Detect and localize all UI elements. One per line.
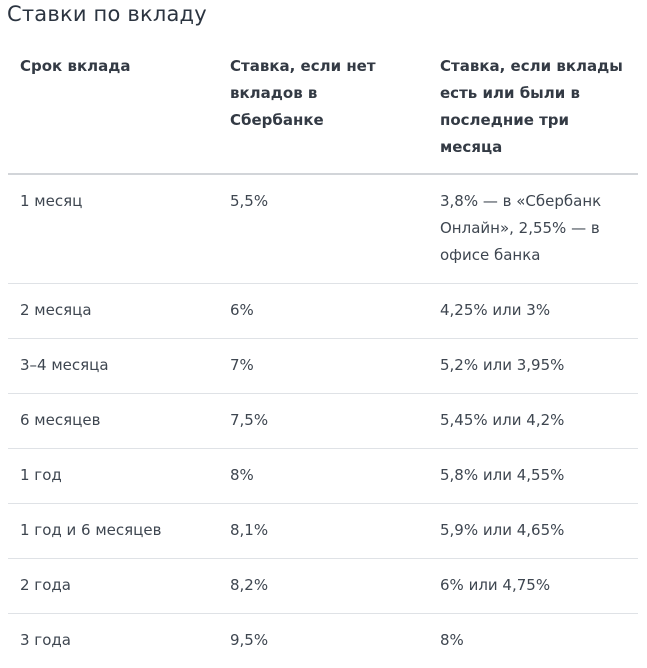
cell-rate-with-deposits: 8%: [428, 614, 638, 668]
cell-term: 1 год: [8, 449, 218, 504]
cell-rate-with-deposits: 4,25% или 3%: [428, 284, 638, 339]
deposit-rates-table: Срок вклада Ставка, если нет вкладов в С…: [8, 40, 638, 668]
cell-rate-with-deposits: 5,8% или 4,55%: [428, 449, 638, 504]
cell-rate-no-deposits: 5,5%: [218, 174, 428, 284]
cell-rate-no-deposits: 7%: [218, 339, 428, 394]
cell-rate-no-deposits: 9,5%: [218, 614, 428, 668]
header-rate-with-deposits: Ставка, если вклады есть или были в посл…: [428, 40, 638, 174]
cell-term: 3 года: [8, 614, 218, 668]
table-row: 6 месяцев 7,5% 5,45% или 4,2%: [8, 394, 638, 449]
cell-rate-with-deposits: 5,2% или 3,95%: [428, 339, 638, 394]
cell-rate-with-deposits: 5,45% или 4,2%: [428, 394, 638, 449]
table-row: 1 год 8% 5,8% или 4,55%: [8, 449, 638, 504]
table-row: 3–4 месяца 7% 5,2% или 3,95%: [8, 339, 638, 394]
table-header: Срок вклада Ставка, если нет вкладов в С…: [8, 40, 638, 174]
cell-term: 1 месяц: [8, 174, 218, 284]
cell-rate-no-deposits: 8,2%: [218, 559, 428, 614]
table-body: 1 месяц 5,5% 3,8% — в «Сбербанк Онлайн»,…: [8, 174, 638, 668]
cell-term: 2 месяца: [8, 284, 218, 339]
cell-rate-with-deposits: 6% или 4,75%: [428, 559, 638, 614]
header-row: Срок вклада Ставка, если нет вкладов в С…: [8, 40, 638, 174]
table-row: 2 года 8,2% 6% или 4,75%: [8, 559, 638, 614]
header-rate-no-deposits: Ставка, если нет вкладов в Сбербанке: [218, 40, 428, 174]
cell-rate-no-deposits: 6%: [218, 284, 428, 339]
header-term: Срок вклада: [8, 40, 218, 174]
page-title: Ставки по вкладу: [7, 0, 207, 29]
cell-term: 3–4 месяца: [8, 339, 218, 394]
cell-term: 1 год и 6 месяцев: [8, 504, 218, 559]
table-row: 1 месяц 5,5% 3,8% — в «Сбербанк Онлайн»,…: [8, 174, 638, 284]
table-row: 2 месяца 6% 4,25% или 3%: [8, 284, 638, 339]
table-row: 3 года 9,5% 8%: [8, 614, 638, 668]
cell-term: 6 месяцев: [8, 394, 218, 449]
cell-rate-with-deposits: 5,9% или 4,65%: [428, 504, 638, 559]
cell-rate-no-deposits: 8%: [218, 449, 428, 504]
cell-term: 2 года: [8, 559, 218, 614]
cell-rate-with-deposits: 3,8% — в «Сбербанк Онлайн», 2,55% — в оф…: [428, 174, 638, 284]
cell-rate-no-deposits: 7,5%: [218, 394, 428, 449]
table-row: 1 год и 6 месяцев 8,1% 5,9% или 4,65%: [8, 504, 638, 559]
cell-rate-no-deposits: 8,1%: [218, 504, 428, 559]
